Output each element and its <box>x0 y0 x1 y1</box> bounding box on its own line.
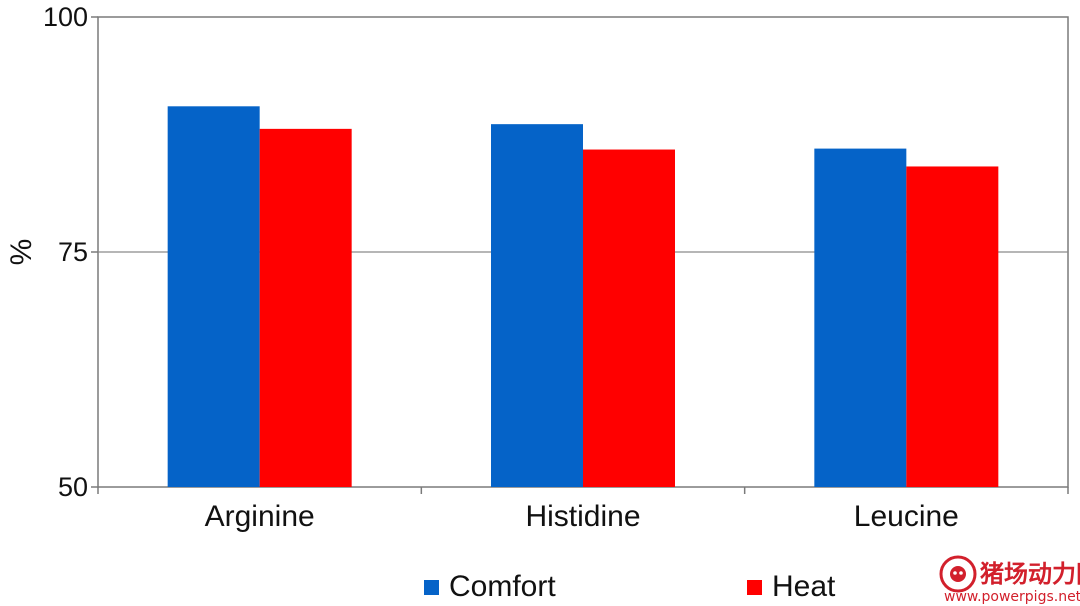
x-category-label: Leucine <box>854 500 959 533</box>
bar-comfort-arginine <box>167 106 260 488</box>
legend: Comfort Heat <box>424 570 836 603</box>
pig-logo-icon <box>939 555 977 593</box>
legend-swatch-heat <box>747 580 762 595</box>
bar-comfort-leucine <box>814 148 907 487</box>
bar-comfort-histidine <box>491 124 583 487</box>
x-category-label: Arginine <box>205 500 315 533</box>
y-tick-label: 50 <box>58 472 88 502</box>
watermark: 猪场动力网 www.powerpigs.net <box>939 555 1080 605</box>
y-tick-labels: 50 75 100 <box>43 2 88 502</box>
legend-label-heat: Heat <box>772 570 836 603</box>
legend-label-comfort: Comfort <box>449 570 556 603</box>
y-tick-label: 75 <box>58 237 88 267</box>
watermark-url: www.powerpigs.net <box>944 589 1080 605</box>
y-axis-title: % <box>5 239 38 266</box>
watermark-text: 猪场动力网 <box>980 560 1080 588</box>
bar-heat-leucine <box>906 166 999 487</box>
bar-heat-arginine <box>259 128 352 488</box>
y-tick-label: 100 <box>43 2 88 32</box>
bars <box>167 106 999 488</box>
bar-heat-histidine <box>583 149 675 488</box>
x-category-labels: Arginine Histidine Leucine <box>205 500 959 533</box>
x-category-label: Histidine <box>525 500 640 533</box>
axes <box>91 16 1069 494</box>
legend-swatch-comfort <box>424 580 439 595</box>
